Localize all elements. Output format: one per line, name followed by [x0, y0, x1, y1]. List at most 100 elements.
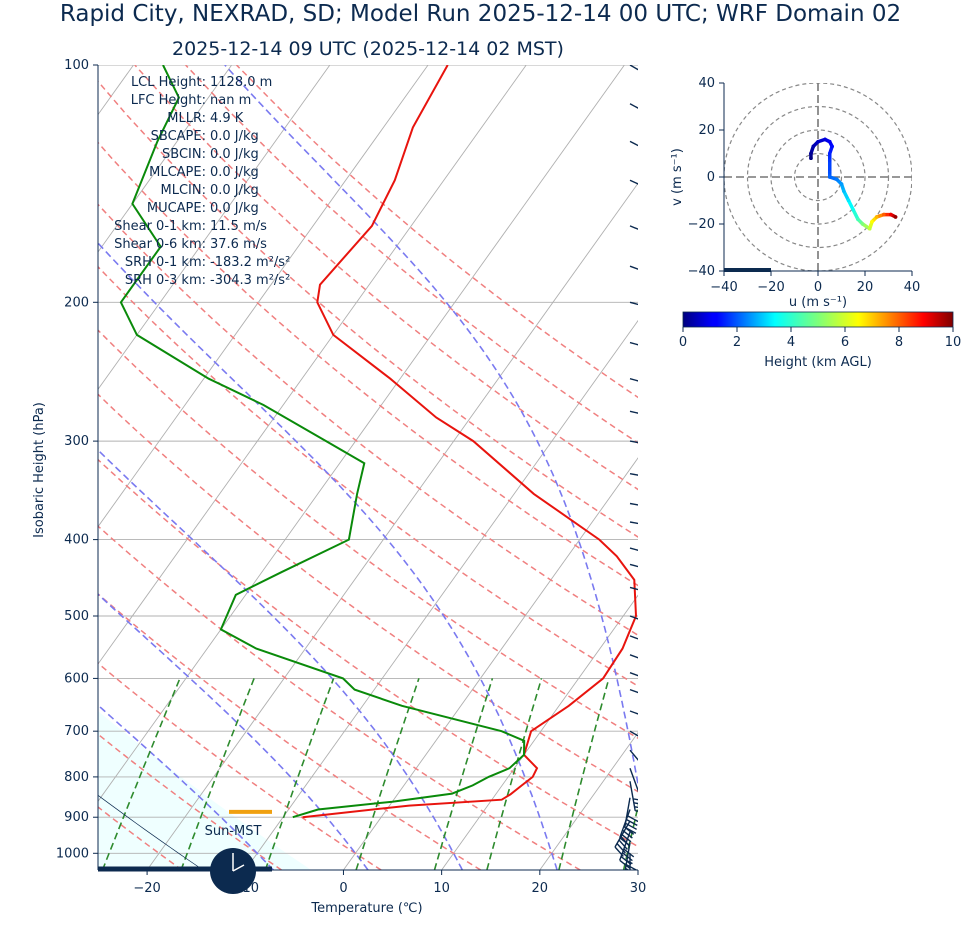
parcel-fill-layer: [98, 65, 312, 870]
wind-barb-half-flag: [651, 342, 654, 348]
wind-barb-pennant: [651, 67, 662, 80]
wind-barb-staff: [624, 842, 631, 870]
dry-adiabat-line: [98, 393, 638, 793]
wind-barb-flag: [658, 654, 666, 667]
dry-adiabat-line: [98, 458, 638, 848]
wind-barb-flag: [620, 833, 632, 843]
wind-barb-flag: [651, 632, 659, 645]
wind-barb-staff: [629, 563, 638, 573]
isotherm-line: [637, 869, 638, 870]
wind-barb-flag: [649, 104, 658, 116]
wind-barb-staff: [629, 140, 638, 156]
index-value: 0.0 J/kg: [210, 147, 259, 162]
wind-barb-half-flag: [650, 184, 654, 190]
moist-adiabat-line: [98, 704, 274, 870]
colorbar-tick-label: 10: [945, 335, 961, 350]
wind-barb-pennant: [652, 180, 662, 193]
index-value: 0.0 J/kg: [210, 129, 259, 144]
wind-barb-flag: [653, 734, 662, 746]
wind-barb-half-flag: [647, 690, 651, 696]
wind-barb-half-flag: [650, 146, 655, 152]
dry-adiabat-line: [98, 265, 638, 687]
wind-barb: [629, 749, 638, 774]
index-value: 0.0 J/kg: [210, 201, 259, 216]
wind-barb-flag: [654, 687, 662, 700]
hodograph-point: [816, 139, 820, 144]
index-label: SBCAPE:: [151, 129, 206, 144]
wind-barb-flag: [633, 802, 638, 806]
wind-barb-flag: [658, 689, 666, 702]
wind-barb-flag: [640, 792, 653, 800]
wind-barb-half-flag: [651, 410, 654, 416]
skewt-plot-area: [98, 65, 666, 879]
wind-barb-flag: [639, 789, 652, 797]
wind-barb: [629, 225, 654, 238]
index-value: -183.2 m²/s²: [210, 255, 290, 270]
wind-barb: [629, 654, 666, 667]
hodograph-ring: [770, 129, 866, 225]
wind-barb-flag: [658, 635, 666, 648]
hodograph-x-tick-label: 0: [814, 280, 822, 295]
wind-barb-staff: [629, 749, 638, 774]
wind-barb-staff: [629, 265, 638, 278]
wind-barb-staff: [629, 410, 638, 419]
y-tick-layer: 100 200 300 400 500 600 700 800 900 1000: [56, 58, 98, 861]
wind-barb-flag: [651, 669, 659, 682]
wind-barb-staff: [629, 65, 638, 81]
hodograph-point: [835, 177, 839, 182]
wind-barb-flag: [630, 875, 642, 879]
wind-barb-flag: [654, 614, 662, 627]
colorbar-label: Height (km AGL): [764, 355, 872, 370]
hodograph-point: [851, 208, 856, 212]
mixing-ratio-line: [558, 678, 610, 870]
y-axis-label: Isobaric Height (hPa): [32, 402, 47, 538]
wind-barb-half-flag: [651, 564, 654, 570]
indices-panel: LCL Height: 1128.0 m LFC Height: nan m MLLR:…: [114, 75, 290, 288]
wind-barb-flag: [654, 634, 662, 647]
moist-adiabat-line: [224, 65, 638, 789]
wind-barb: [629, 687, 666, 702]
wind-barb-half-flag: [650, 229, 654, 235]
wind-barb-flag: [634, 806, 638, 810]
index-value: 11.5 m/s: [210, 219, 267, 234]
wind-barb-flag: [616, 843, 626, 854]
hodograph-point: [889, 212, 893, 217]
isotherm-line: [539, 731, 638, 870]
wind-barb-flag: [637, 787, 638, 790]
hodograph-point: [827, 175, 832, 179]
y-tick-label: 1000: [56, 846, 89, 861]
wind-barb-staff: [619, 809, 631, 838]
wind-barb-staff: [629, 654, 638, 666]
hodograph-point: [811, 144, 816, 149]
chart-subtitle: 2025-12-14 09 UTC (2025-12-14 02 MST): [172, 38, 564, 60]
isotherm-line: [146, 182, 638, 870]
wind-barb-half-flag: [647, 673, 651, 679]
wind-barb-staff: [629, 473, 638, 480]
dry-adiabat-layer: [98, 65, 638, 870]
wind-barb: [629, 179, 662, 194]
y-tick-label: 900: [64, 810, 89, 825]
hodograph-point: [827, 170, 832, 175]
hodograph-point: [846, 198, 851, 203]
index-value: 1128.0 m: [210, 75, 272, 90]
chart-title: Rapid City, NEXRAD, SD; Model Run 2025-1…: [59, 1, 902, 27]
y-tick-label: 500: [64, 609, 89, 624]
wind-barb-half-flag: [651, 379, 654, 385]
dry-adiabat-line: [98, 592, 482, 870]
wind-barb-pennant: [651, 142, 661, 155]
wind-barb-flag: [658, 672, 666, 685]
wind-barb-staff: [629, 103, 638, 119]
wind-barb: [629, 563, 654, 573]
hodograph-x-tick-label: 40: [904, 280, 921, 295]
wind-barb-half-flag: [643, 615, 647, 621]
mixing-ratio-line: [101, 678, 181, 870]
x-tick-label: 30: [630, 881, 647, 896]
colorbar-tick-label: 0: [679, 335, 687, 350]
y-tick-label: 300: [64, 434, 89, 449]
hodograph-point: [809, 151, 813, 156]
hodograph-y-tick-label: −20: [688, 217, 715, 232]
hodograph-x-tick-label: −40: [710, 280, 737, 295]
dry-adiabat-line: [98, 203, 638, 637]
wind-barb-flag: [624, 872, 637, 878]
